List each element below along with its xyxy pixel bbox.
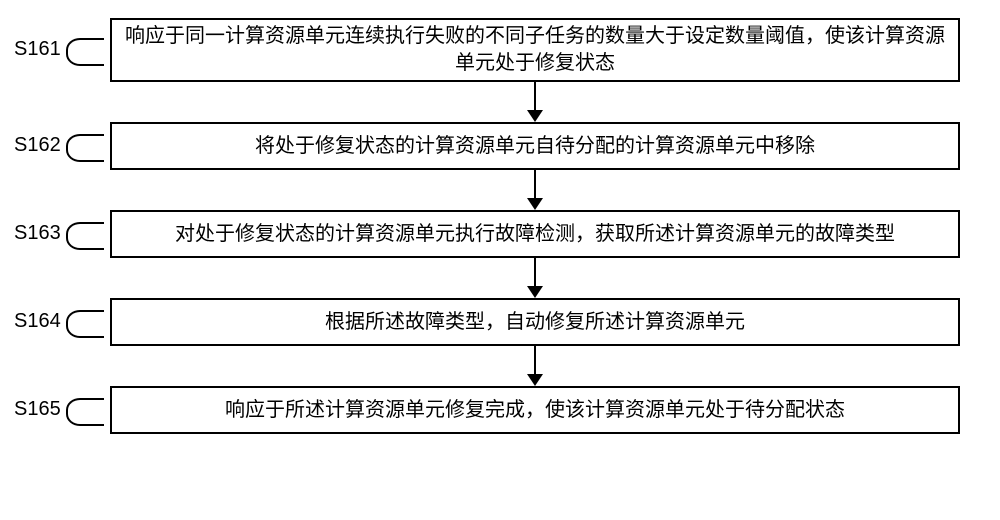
- step-text-s164: 根据所述故障类型，自动修复所述计算资源单元: [325, 309, 745, 336]
- step-label-s162: S162: [14, 134, 61, 157]
- step-box-s162: 将处于修复状态的计算资源单元自待分配的计算资源单元中移除: [110, 122, 960, 170]
- arrow-head-icon: [527, 286, 543, 298]
- step-text-s163: 对处于修复状态的计算资源单元执行故障检测，获取所述计算资源单元的故障类型: [175, 221, 895, 248]
- step-label-s165: S165: [14, 398, 61, 421]
- arrow-line: [534, 258, 536, 286]
- step-text-s165: 响应于所述计算资源单元修复完成，使该计算资源单元处于待分配状态: [225, 397, 845, 424]
- step-box-s163: 对处于修复状态的计算资源单元执行故障检测，获取所述计算资源单元的故障类型: [110, 210, 960, 258]
- step-text-s162: 将处于修复状态的计算资源单元自待分配的计算资源单元中移除: [255, 133, 815, 160]
- step-label-s164: S164: [14, 310, 61, 333]
- step-box-s165: 响应于所述计算资源单元修复完成，使该计算资源单元处于待分配状态: [110, 386, 960, 434]
- step-box-s161: 响应于同一计算资源单元连续执行失败的不同子任务的数量大于设定数量阈值，使该计算资…: [110, 18, 960, 82]
- step-box-s164: 根据所述故障类型，自动修复所述计算资源单元: [110, 298, 960, 346]
- arrow-head-icon: [527, 374, 543, 386]
- label-connector-s161: [66, 38, 104, 66]
- arrow-line: [534, 346, 536, 374]
- arrow-line: [534, 82, 536, 110]
- step-label-s161: S161: [14, 38, 61, 61]
- label-connector-s163: [66, 222, 104, 250]
- label-connector-s165: [66, 398, 104, 426]
- arrow-head-icon: [527, 198, 543, 210]
- step-label-s163: S163: [14, 222, 61, 245]
- label-connector-s164: [66, 310, 104, 338]
- step-text-s161: 响应于同一计算资源单元连续执行失败的不同子任务的数量大于设定数量阈值，使该计算资…: [122, 23, 948, 77]
- arrow-line: [534, 170, 536, 198]
- arrow-head-icon: [527, 110, 543, 122]
- label-connector-s162: [66, 134, 104, 162]
